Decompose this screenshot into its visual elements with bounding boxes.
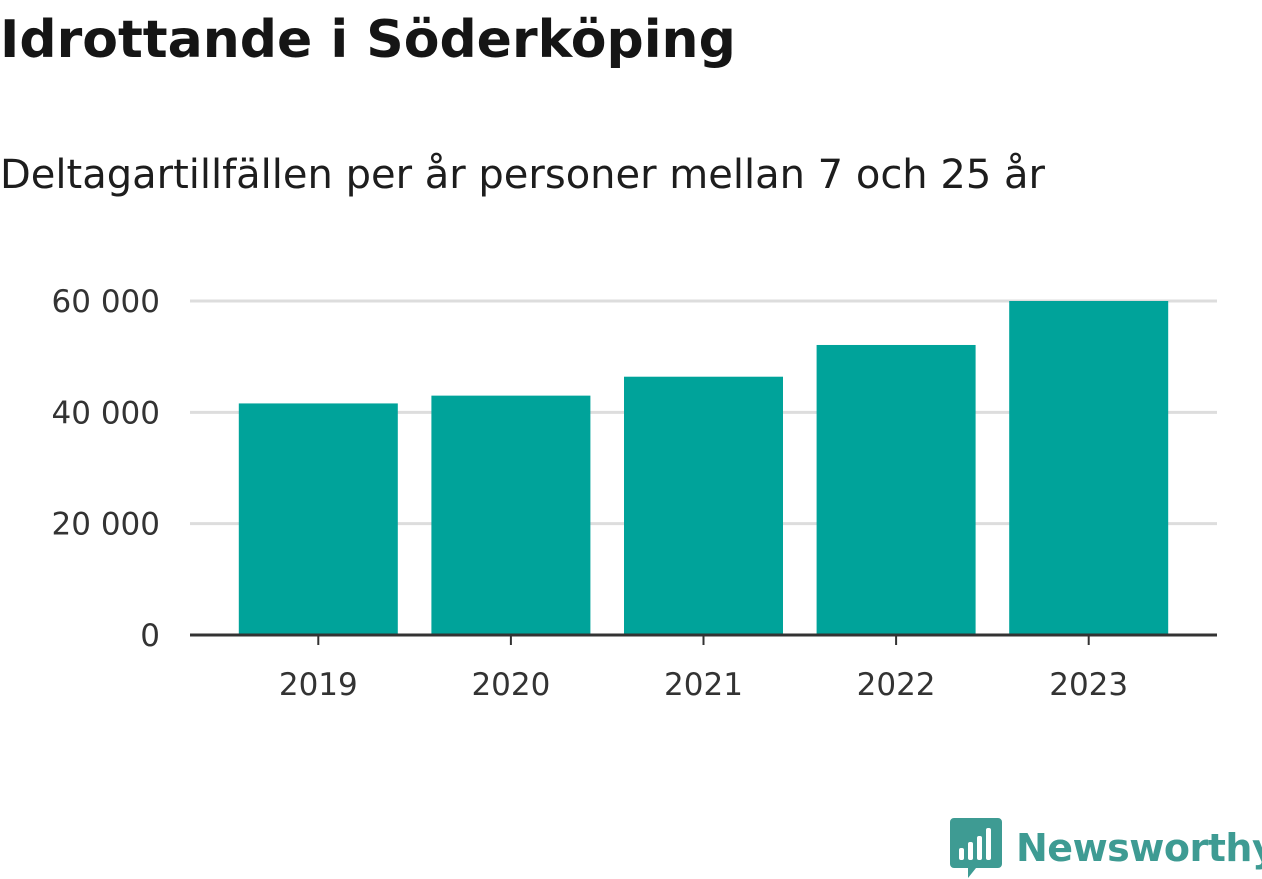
bar-2020 bbox=[431, 395, 591, 635]
brand-logo: Newsworthy bbox=[950, 818, 1262, 878]
y-tick-label: 20 000 bbox=[52, 507, 160, 543]
chart-subtitle: Deltagartillfällen per år personer mella… bbox=[0, 152, 1045, 198]
bar-2023 bbox=[1009, 301, 1169, 635]
bar-2021 bbox=[624, 376, 783, 635]
newsworthy-logo-icon bbox=[950, 818, 1002, 878]
bar-chart: 0 20 000 40 000 60 000 2019 2020 2021 2022 2023 bbox=[52, 284, 1217, 703]
y-tick-label: 0 bbox=[140, 618, 160, 654]
x-axis bbox=[190, 633, 1217, 645]
bar-2022 bbox=[816, 344, 976, 635]
y-tick-label: 60 000 bbox=[52, 284, 160, 320]
x-tick-label: 2023 bbox=[1049, 667, 1128, 703]
x-axis-tick-labels: 2019 2020 2021 2022 2023 bbox=[279, 667, 1128, 703]
bar-2019 bbox=[238, 403, 398, 635]
x-tick-label: 2021 bbox=[664, 667, 743, 703]
bars bbox=[238, 301, 1169, 635]
x-tick-label: 2020 bbox=[471, 667, 550, 703]
x-tick-label: 2019 bbox=[279, 667, 358, 703]
y-axis-tick-labels: 0 20 000 40 000 60 000 bbox=[52, 284, 160, 654]
x-tick-label: 2022 bbox=[857, 667, 936, 703]
brand-name: Newsworthy bbox=[1016, 826, 1262, 870]
chart-title: Idrottande i Söderköping bbox=[0, 10, 736, 70]
y-tick-label: 40 000 bbox=[52, 395, 160, 431]
